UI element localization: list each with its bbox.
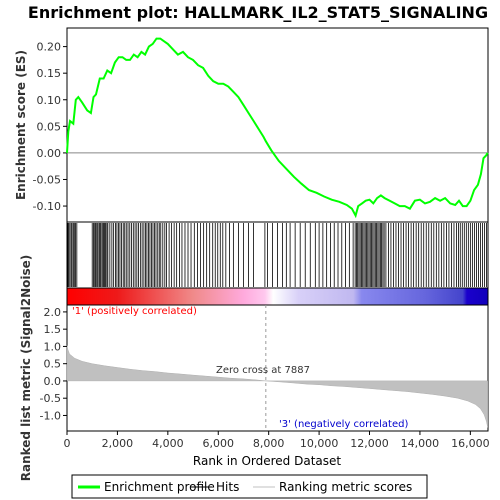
enrichment-profile-line	[66, 37, 489, 219]
legend-label: Enrichment profile	[104, 480, 215, 494]
legend-box	[71, 474, 428, 499]
metric-y-axis-title: Ranked list metric (Signal2Noise)	[19, 255, 33, 482]
es-y-tick-label: 0.20	[37, 41, 62, 54]
es-y-axis: 0.20 0.15 0.10 0.05 0.00 -0.05 -0.10	[33, 41, 67, 213]
x-tick-label: 14,000	[401, 437, 440, 450]
legend-label: Ranking metric scores	[279, 480, 412, 494]
x-tick-label: 10,000	[300, 437, 339, 450]
es-y-tick-label: 0.05	[37, 120, 62, 133]
es-y-tick-label: 0.10	[37, 94, 62, 107]
rank-heatmap-bar	[66, 287, 489, 306]
x-tick-label: 8,000	[253, 437, 285, 450]
ranking-metric-area	[66, 345, 488, 428]
es-y-tick-label: 0.00	[37, 147, 62, 160]
metric-panel	[66, 304, 489, 432]
metric-y-tick-label: -0.5	[40, 392, 61, 405]
es-y-tick-label: -0.10	[33, 200, 61, 213]
hits-markers	[67, 223, 487, 287]
metric-y-tick-label: 1.5	[44, 323, 62, 336]
metric-y-tick-label: -1.0	[40, 409, 61, 422]
legend: Enrichment profile Hits Ranking metric sco…	[78, 480, 412, 494]
metric-y-tick-label: 0.5	[44, 358, 62, 371]
x-tick-label: 2,000	[102, 437, 134, 450]
x-axis-title: Rank in Ordered Dataset	[193, 454, 341, 468]
es-y-tick-label: -0.05	[33, 173, 61, 186]
chart-title: Enrichment plot: HALLMARK_IL2_STAT5_SIGN…	[28, 3, 488, 22]
metric-y-tick-label: 0.0	[44, 375, 62, 388]
x-tick-label: 16,000	[451, 437, 490, 450]
es-y-axis-title: Enrichment score (ES)	[14, 50, 28, 200]
negative-correlated-label: '3' (negatively correlated)	[279, 419, 408, 430]
legend-label: Hits	[216, 480, 239, 494]
metric-y-axis: 2.0 1.5 1.0 0.5 0.0 -0.5 -1.0	[40, 306, 67, 422]
metric-y-tick-label: 2.0	[44, 306, 62, 319]
positive-correlated-label: '1' (positively correlated)	[72, 306, 197, 317]
es-panel	[66, 27, 489, 223]
es-y-tick-label: 0.15	[37, 67, 62, 80]
x-tick-label: 0	[64, 437, 71, 450]
x-tick-label: 6,000	[203, 437, 235, 450]
x-tick-label: 4,000	[152, 437, 184, 450]
x-tick-label: 12,000	[350, 437, 389, 450]
metric-y-tick-label: 1.0	[44, 340, 62, 353]
zero-cross-label: Zero cross at 7887	[216, 365, 310, 376]
x-axis: 0 2,000 4,000 6,000 8,000 10,000 12,000 14,000 1…	[64, 431, 490, 450]
